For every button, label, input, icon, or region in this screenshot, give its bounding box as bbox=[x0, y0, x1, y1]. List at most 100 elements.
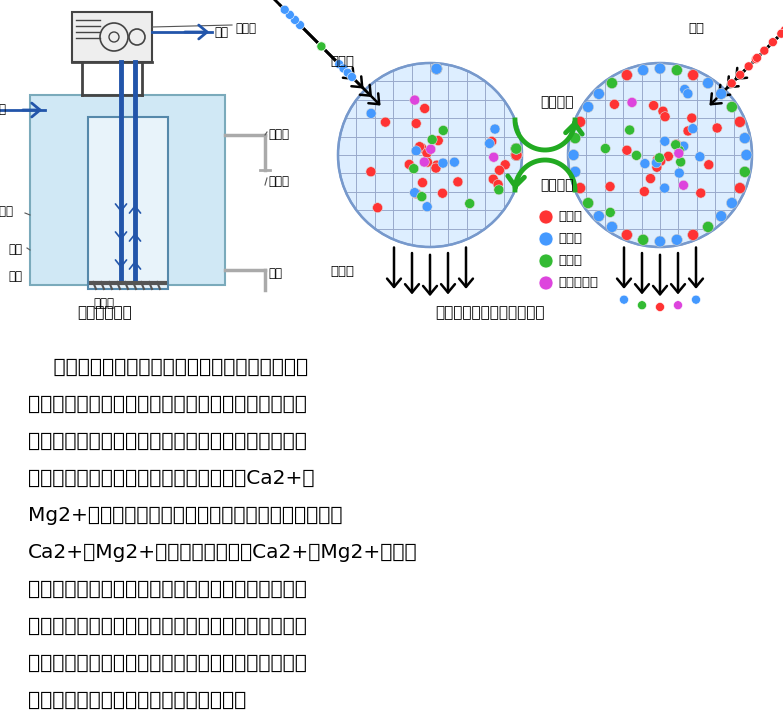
Circle shape bbox=[422, 202, 432, 211]
Circle shape bbox=[674, 146, 684, 156]
Circle shape bbox=[381, 117, 391, 127]
Circle shape bbox=[511, 149, 522, 161]
Circle shape bbox=[683, 89, 693, 98]
Circle shape bbox=[655, 303, 665, 311]
Circle shape bbox=[409, 164, 419, 174]
Text: 盐水: 盐水 bbox=[8, 243, 22, 256]
Circle shape bbox=[627, 98, 637, 107]
Circle shape bbox=[622, 146, 632, 155]
Text: 树脂层，把树脂的硬度离子再置换出来，随再生液排: 树脂层，把树脂的硬度离子再置换出来，随再生液排 bbox=[28, 654, 307, 673]
Text: 软化过程: 软化过程 bbox=[540, 95, 573, 109]
Bar bbox=[30, 95, 225, 285]
Text: 出水口: 出水口 bbox=[268, 128, 289, 141]
Circle shape bbox=[702, 222, 713, 232]
Circle shape bbox=[295, 20, 305, 30]
Circle shape bbox=[511, 143, 521, 154]
Circle shape bbox=[663, 151, 673, 161]
Circle shape bbox=[431, 160, 442, 170]
Text: 进行再生，再生的过程中就是用盐筱中的食盐水冲洗: 进行再生，再生的过程中就是用盐筱中的食盐水冲洗 bbox=[28, 617, 307, 636]
Text: 再生过程: 再生过程 bbox=[540, 178, 573, 192]
Circle shape bbox=[575, 182, 586, 193]
Bar bbox=[90, 192, 166, 287]
Circle shape bbox=[449, 157, 460, 167]
Bar bbox=[72, 12, 152, 62]
Text: 硬水: 硬水 bbox=[0, 103, 6, 116]
Circle shape bbox=[511, 149, 522, 161]
Text: 软水机结构图: 软水机结构图 bbox=[78, 305, 132, 320]
Circle shape bbox=[511, 149, 522, 161]
Circle shape bbox=[423, 157, 432, 167]
Circle shape bbox=[659, 183, 669, 193]
Circle shape bbox=[741, 149, 752, 161]
Circle shape bbox=[671, 235, 682, 245]
Circle shape bbox=[716, 211, 727, 222]
Circle shape bbox=[539, 210, 553, 224]
Circle shape bbox=[366, 109, 376, 119]
Circle shape bbox=[511, 149, 522, 161]
Circle shape bbox=[494, 165, 504, 175]
Circle shape bbox=[438, 125, 448, 135]
Circle shape bbox=[660, 136, 669, 146]
Circle shape bbox=[343, 68, 352, 77]
Circle shape bbox=[511, 149, 522, 161]
Circle shape bbox=[431, 63, 442, 75]
Circle shape bbox=[679, 141, 689, 151]
Circle shape bbox=[631, 151, 641, 161]
Circle shape bbox=[760, 46, 769, 55]
Circle shape bbox=[500, 160, 511, 170]
Circle shape bbox=[453, 177, 463, 187]
Circle shape bbox=[645, 174, 655, 184]
Text: Mg2+｛形成水垃的主要成分｝吸附出来，随着树脂内: Mg2+｛形成水垃的主要成分｝吸附出来，随着树脂内 bbox=[28, 506, 342, 525]
Circle shape bbox=[511, 149, 522, 161]
Circle shape bbox=[712, 123, 722, 133]
Circle shape bbox=[373, 203, 383, 213]
Circle shape bbox=[317, 42, 326, 51]
Circle shape bbox=[494, 185, 504, 195]
Circle shape bbox=[637, 64, 648, 76]
Circle shape bbox=[655, 236, 666, 247]
Circle shape bbox=[594, 211, 604, 222]
Circle shape bbox=[431, 63, 442, 75]
Circle shape bbox=[601, 143, 611, 153]
Circle shape bbox=[734, 182, 745, 193]
Circle shape bbox=[511, 143, 521, 154]
Circle shape bbox=[727, 79, 736, 88]
Text: 压力罐: 压力罐 bbox=[268, 175, 289, 188]
Circle shape bbox=[739, 132, 750, 143]
Circle shape bbox=[739, 167, 750, 177]
Circle shape bbox=[570, 167, 581, 177]
Circle shape bbox=[727, 101, 738, 112]
Text: 馒离子: 馒离子 bbox=[558, 232, 582, 245]
Circle shape bbox=[583, 198, 594, 209]
Circle shape bbox=[417, 143, 427, 153]
Circle shape bbox=[594, 88, 604, 99]
Text: 阳离子属于是以苯乙烯和二乙烯苯聚合，经硫酸: 阳离子属于是以苯乙烯和二乙烯苯聚合，经硫酸 bbox=[28, 358, 309, 377]
Circle shape bbox=[539, 276, 553, 290]
Circle shape bbox=[511, 149, 522, 161]
Circle shape bbox=[679, 180, 688, 190]
Circle shape bbox=[485, 138, 495, 148]
Text: 软化水: 软化水 bbox=[330, 265, 354, 278]
Circle shape bbox=[637, 300, 647, 310]
Circle shape bbox=[404, 159, 414, 169]
Circle shape bbox=[511, 143, 521, 154]
Text: ，故一般采用阳离子交换树脂，将水中的Ca2+、: ，故一般采用阳离子交换树脂，将水中的Ca2+、 bbox=[28, 469, 315, 488]
Circle shape bbox=[511, 149, 522, 161]
Circle shape bbox=[431, 63, 442, 75]
Circle shape bbox=[420, 104, 430, 114]
Circle shape bbox=[655, 63, 666, 74]
Circle shape bbox=[671, 140, 680, 150]
Circle shape bbox=[490, 124, 500, 134]
Circle shape bbox=[605, 182, 615, 192]
Text: 软水盐: 软水盐 bbox=[0, 205, 13, 218]
Text: 软水: 软水 bbox=[214, 26, 228, 39]
Text: 盐水: 盐水 bbox=[688, 22, 704, 35]
Circle shape bbox=[752, 54, 760, 64]
Circle shape bbox=[637, 235, 648, 245]
Circle shape bbox=[716, 88, 727, 99]
Circle shape bbox=[652, 162, 662, 172]
Circle shape bbox=[777, 29, 783, 38]
Circle shape bbox=[651, 158, 662, 168]
Circle shape bbox=[575, 117, 586, 127]
Circle shape bbox=[431, 163, 441, 173]
